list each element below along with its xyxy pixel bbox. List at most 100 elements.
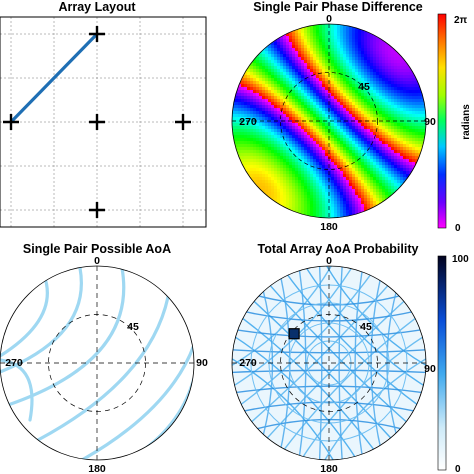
phase-cell: [295, 186, 299, 190]
phase-cell: [343, 90, 347, 94]
phase-cell: [334, 105, 338, 109]
phase-cell: [358, 45, 362, 49]
phase-cell: [358, 210, 362, 214]
phase-cell: [355, 180, 359, 184]
phase-cell: [421, 99, 425, 103]
phase-cell: [388, 96, 392, 100]
phase-cell: [322, 198, 326, 202]
phase-cell: [361, 78, 365, 82]
phase-cell: [379, 111, 383, 115]
phase-cell: [265, 108, 269, 112]
phase-cell: [295, 189, 299, 193]
phase-cell: [274, 174, 278, 178]
phase-cell: [409, 162, 413, 166]
phase-cell: [298, 174, 302, 178]
phase-cell: [403, 156, 407, 160]
phase-cell: [286, 57, 290, 61]
phase-cell: [334, 102, 338, 106]
phase-cell: [283, 63, 287, 67]
phase-cell: [343, 204, 347, 208]
phase-cell: [235, 126, 239, 130]
phase-cell: [319, 99, 323, 103]
phase-cell: [364, 129, 368, 133]
phase-cell: [307, 36, 311, 40]
phase-cell: [268, 144, 272, 148]
phase-cell: [325, 156, 329, 160]
phase-cell: [394, 84, 398, 88]
phase-cell: [316, 66, 320, 70]
phase-cell: [343, 24, 347, 28]
phase-cell: [277, 93, 281, 97]
phase-cell: [400, 102, 404, 106]
phase-cell: [346, 147, 350, 151]
phase-cell: [316, 84, 320, 88]
phase-cell: [268, 117, 272, 121]
phase-cell: [331, 117, 335, 121]
phase-cell: [244, 138, 248, 142]
phase-cell: [265, 117, 269, 121]
phase-cell: [283, 126, 287, 130]
phase-cell: [334, 165, 338, 169]
phase-cell: [301, 198, 305, 202]
phase-cell: [310, 45, 314, 49]
phase-cell: [400, 129, 404, 133]
phase-cell: [277, 81, 281, 85]
phase-cell: [274, 162, 278, 166]
phase-cell: [364, 207, 368, 211]
phase-cell: [295, 78, 299, 82]
phase-cell: [403, 174, 407, 178]
phase-cell: [319, 159, 323, 163]
phase-cell: [280, 150, 284, 154]
phase-cell: [406, 141, 410, 145]
phase-cell: [271, 183, 275, 187]
phase-cell: [289, 177, 293, 181]
phase-cell: [367, 198, 371, 202]
aoa-curve: [126, 376, 194, 460]
phase-cell: [295, 60, 299, 64]
phase-cell: [361, 51, 365, 55]
phase-cell: [304, 93, 308, 97]
probability-azimuth-0: 0: [326, 255, 332, 267]
phase-cell: [268, 90, 272, 94]
phase-cell: [364, 183, 368, 187]
phase-cell: [268, 72, 272, 76]
phase-cell: [301, 87, 305, 91]
phase-cell: [361, 54, 365, 58]
phase-cell: [346, 27, 350, 31]
phase-cell: [355, 81, 359, 85]
phase-cell: [325, 120, 329, 124]
phase-cell: [295, 123, 299, 127]
phase-cell: [331, 54, 335, 58]
phase-cell: [271, 186, 275, 190]
phase-cell: [304, 204, 308, 208]
phase-cell: [319, 129, 323, 133]
phase-cell: [316, 180, 320, 184]
phase-cell: [367, 132, 371, 136]
phase-cell: [409, 138, 413, 142]
phase-cell: [403, 171, 407, 175]
phase-cell: [379, 138, 383, 142]
phase-cell: [352, 120, 356, 124]
phase-cell: [346, 186, 350, 190]
phase-cell: [325, 45, 329, 49]
phase-cell: [295, 183, 299, 187]
phase-cell: [283, 144, 287, 148]
phase-cell: [271, 153, 275, 157]
phase-cell: [352, 84, 356, 88]
phase-cell: [265, 180, 269, 184]
phase-cell: [391, 150, 395, 154]
phase-cell: [328, 75, 332, 79]
phase-cell: [388, 135, 392, 139]
phase-cell: [256, 162, 260, 166]
phase-cell: [379, 93, 383, 97]
phase-cell: [355, 114, 359, 118]
phase-cell: [376, 96, 380, 100]
phase-cell: [379, 168, 383, 172]
phase-cell: [268, 153, 272, 157]
phase-cell: [391, 147, 395, 151]
phase-cell: [247, 66, 251, 70]
phase-cell: [259, 138, 263, 142]
phase-cell: [328, 153, 332, 157]
phase-cell: [265, 84, 269, 88]
phase-cell: [301, 108, 305, 112]
